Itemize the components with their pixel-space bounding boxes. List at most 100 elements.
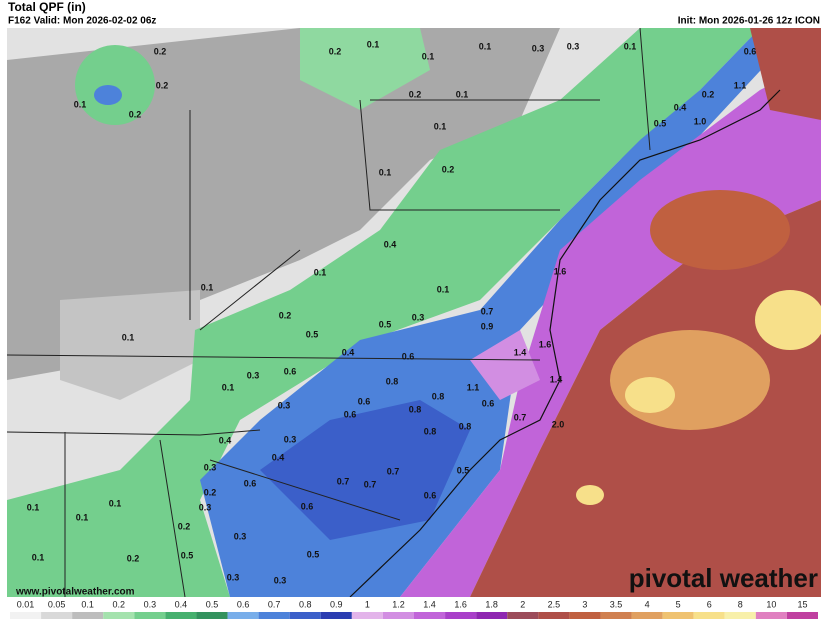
colorbar-label: 0.5: [206, 599, 219, 609]
map-value-label: 0.6: [424, 490, 437, 500]
map-value-label: 0.1: [109, 498, 122, 508]
colorbar-label: 0.6: [237, 599, 250, 609]
colorbar-swatch: [600, 612, 632, 619]
map-value-label: 0.3: [227, 572, 240, 582]
map-value-label: 0.1: [201, 282, 214, 292]
map-value-label: 2.0: [552, 419, 565, 429]
watermark-url: www.pivotalweather.com: [15, 587, 135, 598]
title: Total QPF (in): [8, 0, 86, 14]
colorbar-label: 0.05: [48, 599, 66, 609]
map-value-label: 0.7: [514, 412, 527, 422]
map-value-label: 0.7: [364, 479, 377, 489]
colorbar-label: 5: [676, 599, 681, 609]
map-value-label: 1.0: [694, 116, 707, 126]
colorbar-swatch: [662, 612, 694, 619]
map-value-label: 0.8: [409, 404, 422, 414]
purple-patch: [470, 330, 540, 400]
map-value-label: 0.8: [386, 376, 399, 386]
map-value-label: 0.6: [482, 398, 495, 408]
colorbar-swatch: [755, 612, 787, 619]
green-patch: [75, 45, 155, 125]
map-value-label: 0.1: [456, 89, 469, 99]
map-value-label: 0.6: [744, 46, 757, 56]
valid-time: F162 Valid: Mon 2026-02-02 06z: [8, 16, 156, 27]
map-value-label: 0.7: [337, 476, 350, 486]
map-value-label: 0.1: [367, 39, 380, 49]
yellow-patch: [576, 485, 604, 505]
coastline: [349, 89, 781, 597]
map-value-label: 0.1: [32, 552, 45, 562]
colorbar-label: 0.3: [144, 599, 157, 609]
map-value-label: 0.1: [422, 51, 435, 61]
map-value-label: 0.1: [379, 167, 392, 177]
colorbar: 0.01 0.05 0.1 0.2 0.3 0.4 0.5 0.6 0.7 0.8 0.9 1 1.2 1…: [0, 597, 828, 619]
map-value-label: 0.2: [279, 310, 292, 320]
orange-patch: [650, 190, 790, 270]
map-value-label: 0.7: [481, 306, 494, 316]
map-value-label: 0.5: [457, 465, 470, 475]
map-value-label: 0.6: [402, 351, 415, 361]
map-value-label: 0.1: [122, 332, 135, 342]
colorbar-label: 15: [797, 599, 807, 609]
map-value-label: 0.2: [702, 89, 715, 99]
yellow-patch: [755, 290, 821, 350]
colorbar-label: 2: [520, 599, 525, 609]
colorbar-label: 0.2: [113, 599, 126, 609]
map-value-label: 0.4: [219, 435, 232, 445]
init-time: Init: Mon 2026-01-26 12z ICON: [678, 16, 820, 27]
colorbar-label: 1: [365, 599, 370, 609]
map-value-label: 0.7: [387, 466, 400, 476]
colorbar-label: 3: [582, 599, 587, 609]
map-value-label: 0.3: [567, 41, 580, 51]
colorbar-swatch: [414, 612, 446, 619]
map-value-label: 0.4: [272, 452, 285, 462]
map-value-label: 0.5: [379, 319, 392, 329]
map-value-label: 0.3: [204, 462, 217, 472]
map-value-label: 0.1: [434, 121, 447, 131]
map-value-label: 0.5: [306, 329, 319, 339]
map-value-label: 0.3: [234, 531, 247, 541]
colorbar-label: 4: [645, 599, 650, 609]
colorbar-swatch: [134, 612, 166, 619]
colorbar-swatch: [724, 612, 756, 619]
map-value-label: 0.6: [301, 501, 314, 511]
colorbar-swatch: [631, 612, 663, 619]
colorbar-swatch: [41, 612, 73, 619]
colorbar-label: 8: [738, 599, 743, 609]
map-value-label: 0.5: [181, 550, 194, 560]
map-value-label: 0.3: [274, 575, 287, 585]
map-value-label: 0.6: [358, 396, 371, 406]
map-value-label: 0.4: [674, 102, 687, 112]
colorbar-swatch: [320, 612, 352, 619]
map-value-label: 0.2: [409, 89, 422, 99]
map-value-label: 0.2: [129, 109, 142, 119]
map-value-label: 0.6: [344, 409, 357, 419]
colorbar-swatch: [476, 612, 508, 619]
colorbar-swatch: [10, 612, 42, 619]
colorbar-label: 0.01: [17, 599, 35, 609]
map-value-label: 0.1: [222, 382, 235, 392]
colorbar-swatch: [351, 612, 383, 619]
map-value-label: 1.1: [734, 80, 747, 90]
map-value-label: 0.5: [307, 549, 320, 559]
map-value-label: 0.8: [459, 421, 472, 431]
light-precip: [60, 290, 200, 400]
map-value-label: 1.6: [554, 266, 567, 276]
colorbar-swatch: [103, 612, 135, 619]
colorbar-label: 0.7: [268, 599, 281, 609]
map-value-label: 0.2: [442, 164, 455, 174]
colorbar-label: 0.8: [299, 599, 312, 609]
blue-patch: [94, 85, 122, 105]
map-value-label: 0.1: [27, 502, 40, 512]
colorbar-swatch: [227, 612, 259, 619]
map-labels: 0.2 0.2 0.1 0.2 0.2 0.1 0.1 0.1 0.3 0.3 0.1 0.6 0.2 0…: [27, 39, 757, 585]
map-value-label: 0.4: [342, 347, 355, 357]
colorbar-swatch: [165, 612, 197, 619]
state-borders: [7, 28, 651, 597]
map-value-label: 0.3: [247, 370, 260, 380]
map-value-label: 0.2: [156, 80, 169, 90]
map-value-label: 1.1: [467, 382, 480, 392]
colorbar-swatch: [382, 612, 414, 619]
colorbar-swatch: [693, 612, 725, 619]
